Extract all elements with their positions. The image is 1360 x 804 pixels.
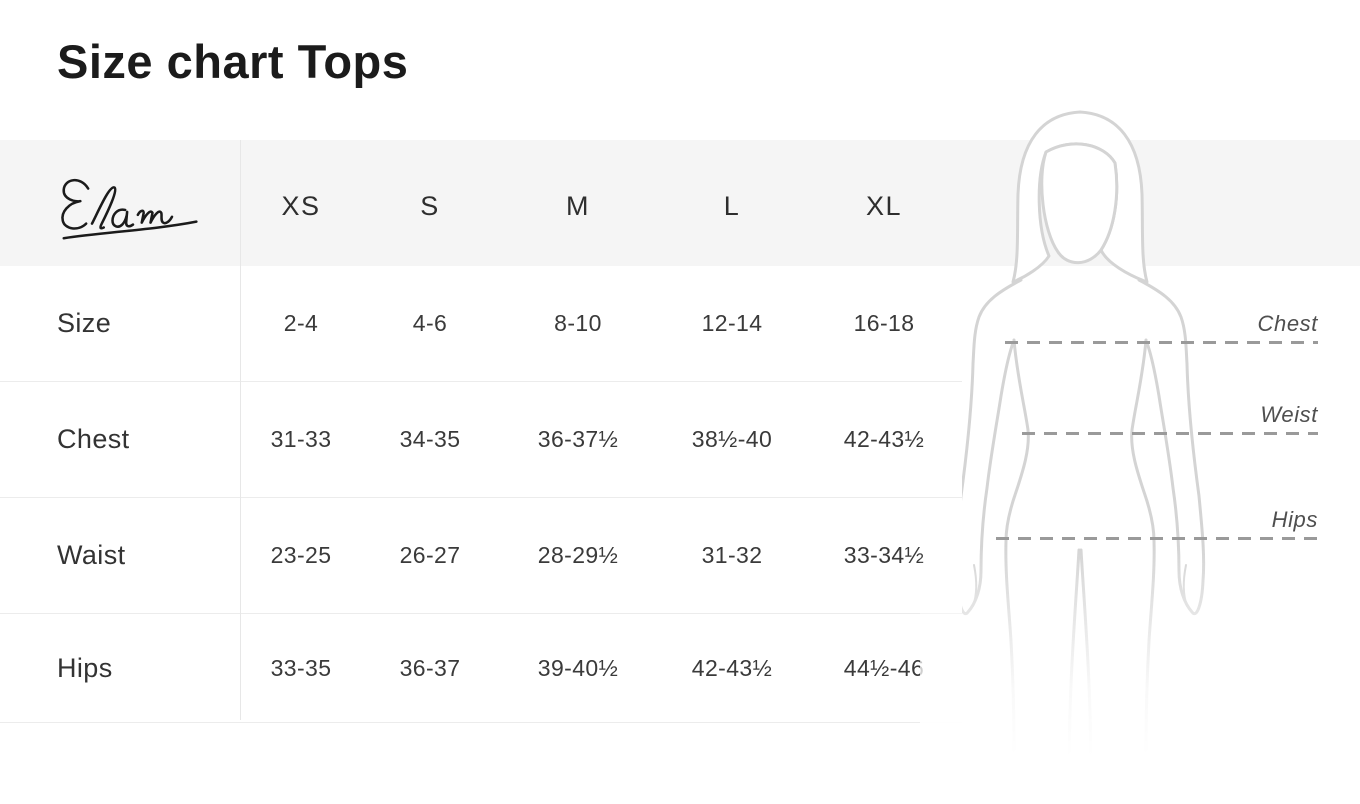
waist-xl: 33-34½ [843, 542, 925, 568]
size-l: 12-14 [701, 310, 763, 336]
figure-inner-left-leg [1067, 548, 1081, 794]
col-header-l: L [723, 190, 741, 221]
hips-m: 39-40½ [537, 654, 619, 681]
figure-face [1040, 142, 1119, 265]
row-label-waist: Waist [57, 540, 126, 570]
table-header-row: XS S M L XL [0, 140, 962, 266]
chest-s: 34-35 [399, 426, 461, 452]
hips-s: 36-37 [399, 654, 461, 681]
col-header-xs: XS [281, 190, 321, 221]
waist-m: 28-29½ [537, 542, 619, 568]
brand-logo-cell [0, 140, 240, 266]
figure-inner-right-leg [1079, 548, 1093, 794]
chest-xs: 31-33 [270, 426, 332, 452]
table-row-waist: Waist 23-25 26-27 28-29½ 31-32 33-34½ [0, 498, 962, 614]
table-vertical-divider [240, 140, 241, 720]
hips-measure-label: Hips [1271, 507, 1318, 532]
chest-guide-line [1005, 341, 1318, 344]
weist-guide-line [1022, 432, 1318, 435]
hips-xs: 33-35 [270, 654, 332, 681]
brand-logo-elan-icon [61, 178, 198, 240]
figure-left-torso-leg [1004, 338, 1030, 752]
size-xs: 2-4 [283, 310, 319, 336]
hips-guide-line [996, 537, 1318, 540]
figure-left-arm [954, 278, 1023, 616]
female-figure-illustration [954, 110, 1206, 794]
figure-left-hand-detail [972, 564, 978, 607]
chest-l: 38½-40 [691, 426, 773, 452]
chest-m: 36-37½ [537, 426, 619, 452]
size-xl: 16-18 [853, 310, 915, 336]
waist-s: 26-27 [399, 542, 461, 568]
row-label-hips: Hips [57, 652, 113, 683]
size-s: 4-6 [412, 310, 448, 336]
table-row-chest: Chest 31-33 34-35 36-37½ 38½-40 42-43½ [0, 382, 962, 498]
weist-measure-label: Weist [1260, 402, 1318, 427]
waist-xs: 23-25 [270, 542, 332, 568]
col-header-xl: XL [865, 190, 903, 221]
size-table: XS S M L XL Size 2-4 4-6 8-10 12-14 16-1… [0, 140, 962, 723]
chest-measure-label: Chest [1257, 311, 1318, 336]
waist-l: 31-32 [701, 542, 763, 568]
col-header-s: S [420, 190, 440, 221]
row-label-size: Size [57, 308, 112, 338]
hips-xl: 44½-46 [843, 654, 925, 681]
figure-right-hand-detail [1182, 564, 1188, 607]
col-header-m: M [566, 190, 590, 221]
chest-xl: 42-43½ [843, 426, 925, 452]
table-row-hips: Hips 33-35 36-37 39-40½ 42-43½ 44½-46 [0, 614, 962, 723]
table-row-size: Size 2-4 4-6 8-10 12-14 16-18 [0, 266, 962, 382]
size-m: 8-10 [554, 310, 602, 336]
page-title: Size chart Tops [57, 35, 409, 88]
hips-l: 42-43½ [691, 654, 773, 681]
row-label-chest: Chest [57, 424, 130, 454]
